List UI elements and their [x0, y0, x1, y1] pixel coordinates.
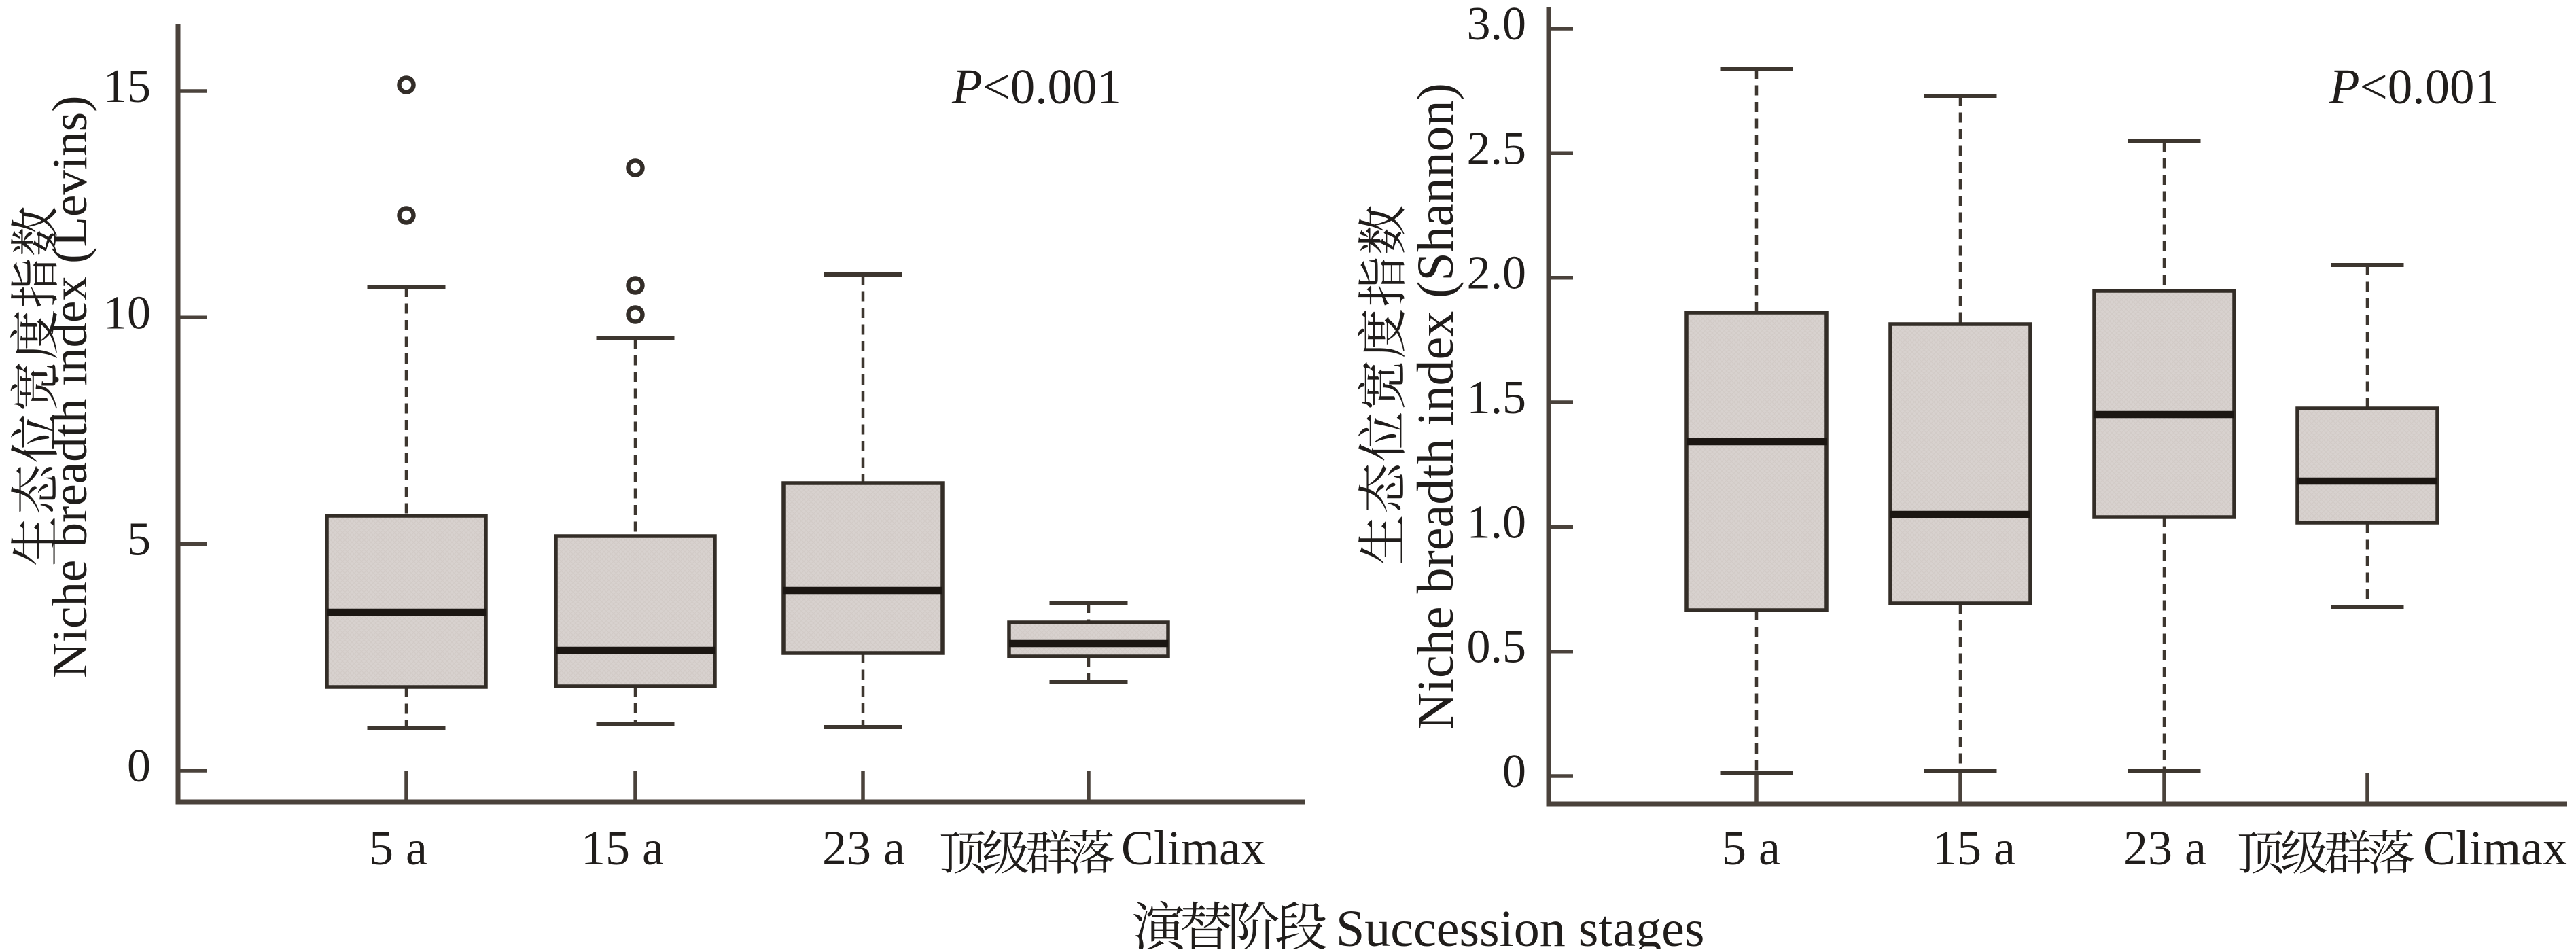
- svg-text:Niche breadth index (Shannon): Niche breadth index (Shannon): [1407, 83, 1464, 730]
- svg-text:0.5: 0.5: [1467, 621, 1527, 673]
- svg-text:Climax: Climax: [2423, 821, 2567, 875]
- svg-text:15: 15: [103, 60, 151, 113]
- svg-text:2.0: 2.0: [1467, 247, 1527, 300]
- svg-text:Climax: Climax: [1121, 821, 1265, 875]
- svg-text:1.5: 1.5: [1467, 372, 1527, 424]
- svg-text:10: 10: [103, 287, 151, 339]
- svg-text:P<0.001: P<0.001: [951, 59, 1122, 114]
- svg-text:15 a: 15 a: [1933, 821, 2015, 875]
- svg-text:Succession stages: Succession stages: [1336, 900, 1704, 949]
- svg-text:P<0.001: P<0.001: [2329, 59, 2499, 114]
- svg-text:2.5: 2.5: [1467, 122, 1527, 175]
- svg-text:23 a: 23 a: [2123, 821, 2206, 875]
- svg-text:23 a: 23 a: [822, 821, 905, 875]
- svg-text:0: 0: [127, 740, 151, 792]
- svg-text:0: 0: [1502, 745, 1526, 798]
- svg-text:Niche breadth index (Levins): Niche breadth index (Levins): [42, 96, 97, 678]
- svg-text:1.0: 1.0: [1467, 496, 1527, 548]
- svg-text:3.0: 3.0: [1467, 0, 1527, 50]
- svg-text:5 a: 5 a: [1722, 821, 1780, 875]
- svg-text:5: 5: [127, 514, 151, 566]
- svg-text:5 a: 5 a: [369, 821, 427, 875]
- svg-text:15 a: 15 a: [581, 821, 664, 875]
